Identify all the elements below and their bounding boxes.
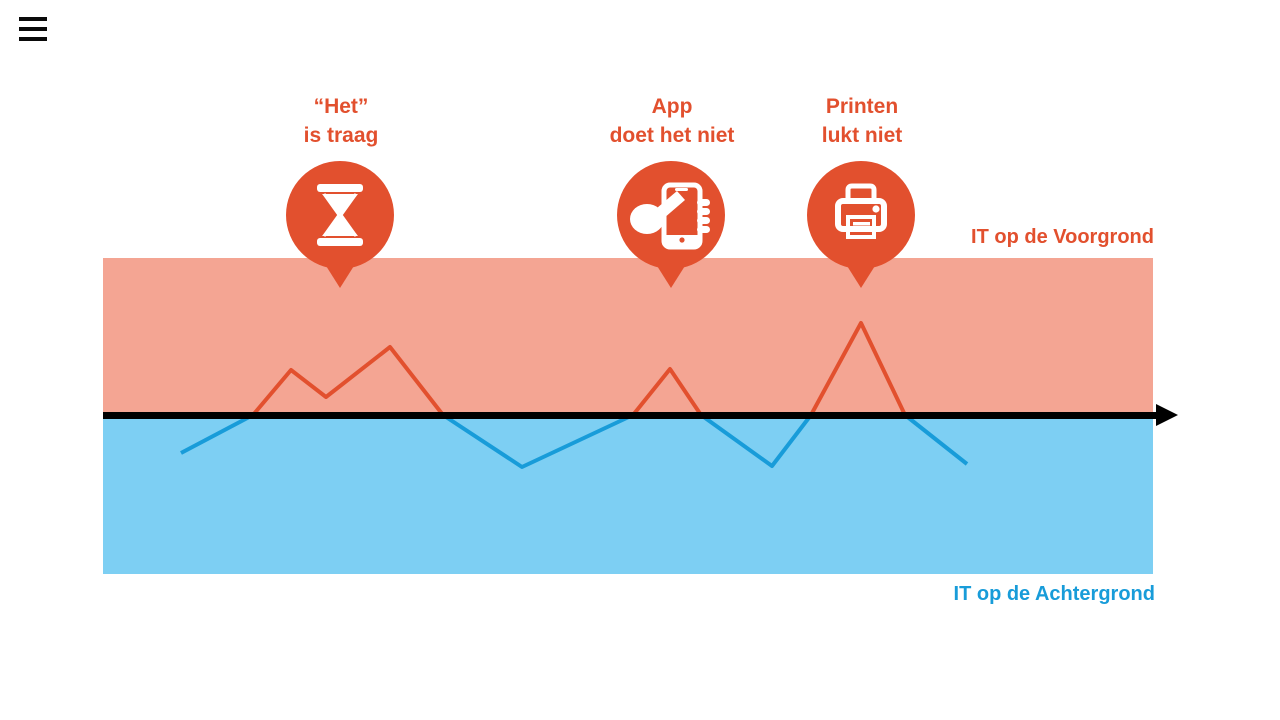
timeline-axis: [103, 412, 1158, 419]
timeline-arrowhead-icon: [1156, 404, 1178, 426]
issue-label-line2: doet het niet: [609, 124, 735, 147]
issue-label-line2: lukt niet: [821, 124, 903, 147]
hamburger-bar: [19, 27, 47, 31]
issue-label-slow: “Het” is traag: [221, 92, 461, 150]
pin-marker-print: [807, 161, 915, 288]
issue-label-app: App doet het niet: [552, 92, 792, 150]
smartphone-in-hand-icon: [630, 182, 710, 250]
printer-icon: [835, 183, 887, 239]
pin-marker-slow: [286, 161, 394, 288]
hourglass-icon: [317, 184, 363, 246]
issue-label-print: Printen lukt niet: [742, 92, 982, 150]
issue-label-line1: Printen: [825, 95, 899, 118]
hamburger-bar: [19, 17, 47, 21]
hamburger-menu-icon[interactable]: [19, 17, 47, 41]
issue-label-line1: “Het”: [313, 95, 369, 118]
background-band: [103, 415, 1153, 574]
issue-label-line1: App: [651, 95, 693, 118]
issue-label-line2: is traag: [303, 124, 379, 147]
pin-marker-app: [617, 161, 725, 288]
background-band-label: IT op de Achtergrond: [953, 583, 1155, 605]
hamburger-bar: [19, 37, 47, 41]
foreground-band-label: IT op de Voorgrond: [971, 226, 1154, 248]
